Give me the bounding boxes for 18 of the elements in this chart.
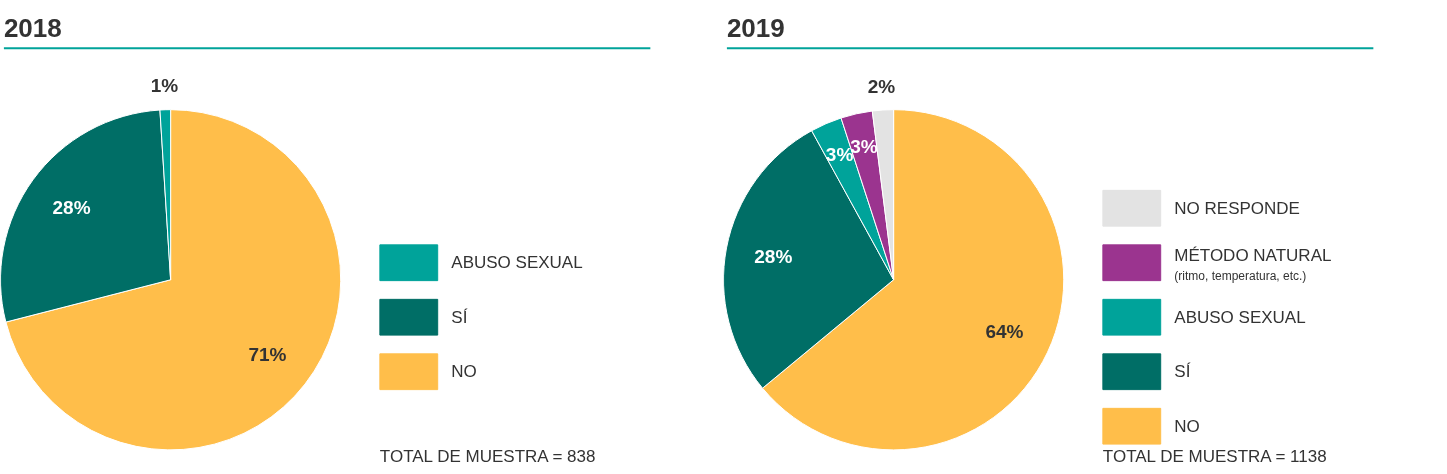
legend-label: NO RESPONDE <box>1174 198 1300 218</box>
legend-label: ABUSO SEXUAL <box>451 253 583 273</box>
legend-label: NO <box>1174 416 1200 436</box>
data-label: 64% <box>985 321 1024 343</box>
data-label: 1% <box>150 75 179 97</box>
data-label: 28% <box>52 197 91 219</box>
legend-label: ABUSO SEXUAL <box>1174 307 1306 327</box>
data-label: 28% <box>754 246 793 268</box>
chart-title: 2018 <box>3 12 62 43</box>
text: TOTAL DE MUESTRA = 1138 <box>1102 447 1327 467</box>
legend-label: MÉTODO NATURAL (ritmo, temperatura, etc.) <box>1174 246 1332 284</box>
data-label: 71% <box>248 344 287 366</box>
legend-label: NO <box>451 362 477 382</box>
legend-label: SÍ <box>451 307 468 327</box>
text: TOTAL DE MUESTRA = 838 <box>379 447 596 467</box>
chart-title: 2019 <box>726 12 785 43</box>
data-label: 2% <box>867 75 896 97</box>
legend-label: SÍ <box>1174 362 1191 382</box>
